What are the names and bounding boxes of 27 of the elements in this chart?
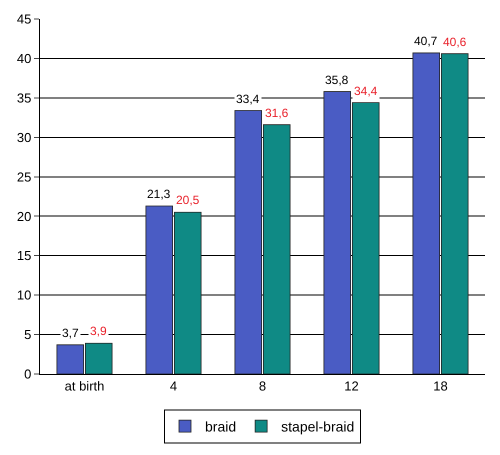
y-tick-label: 10 <box>16 288 32 303</box>
x-tick-label: at birth <box>64 378 104 394</box>
data-label: 34,4 <box>354 84 378 98</box>
y-tick-label: 15 <box>16 248 32 264</box>
x-tick-label: 4 <box>170 378 178 394</box>
legend-label: stapel-braid <box>281 418 354 435</box>
y-tick-label: 5 <box>24 327 32 342</box>
y-tick-label: 0 <box>24 366 32 382</box>
y-tick-label: 20 <box>16 208 32 224</box>
data-label: 3,7 <box>62 326 80 340</box>
x-tick-label: 8 <box>258 378 266 394</box>
y-tick-label: 45 <box>16 12 32 27</box>
y-tick-label: 30 <box>16 130 32 145</box>
data-label: 40,6 <box>443 35 467 49</box>
data-label: 3,9 <box>90 324 108 338</box>
data-label: 31,6 <box>265 106 289 120</box>
data-label: 20,5 <box>176 193 200 207</box>
y-tick-label: 35 <box>16 90 32 106</box>
data-label: 35,8 <box>325 73 349 87</box>
y-tick-label: 25 <box>16 169 32 184</box>
x-tick-label: 12 <box>344 378 359 394</box>
legend-label: braid <box>205 418 236 435</box>
data-label: 33,4 <box>236 92 260 106</box>
data-label: 40,7 <box>414 34 438 48</box>
y-tick-label: 40 <box>16 50 32 66</box>
data-label: 21,3 <box>147 187 171 201</box>
x-tick-label: 18 <box>433 378 448 394</box>
